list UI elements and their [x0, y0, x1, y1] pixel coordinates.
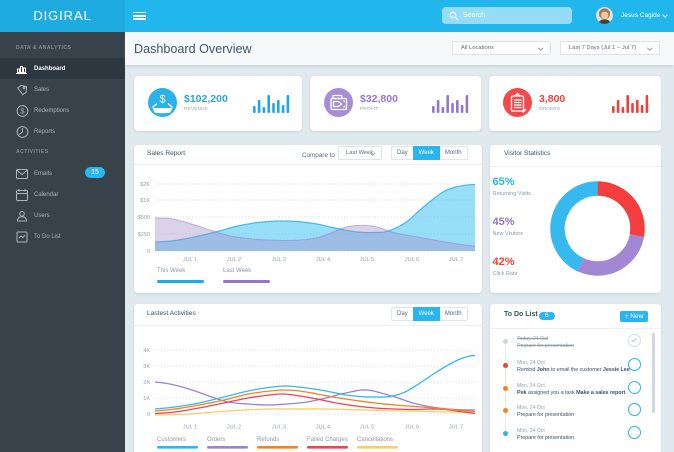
svg-text:$1K: $1K: [140, 198, 150, 204]
svg-text:$250: $250: [138, 232, 150, 238]
svg-text:$: $: [159, 93, 165, 105]
svg-text:JUL 3: JUL 3: [272, 257, 286, 263]
svg-text:3K: 3K: [143, 364, 150, 370]
svg-text:JUL 7: JUL 7: [449, 257, 463, 263]
svg-text:$2K: $2K: [140, 182, 150, 188]
svg-text:JUL 7: JUL 7: [449, 425, 463, 431]
svg-text:Refunds: Refunds: [257, 437, 279, 443]
svg-text:JUL 4: JUL 4: [316, 425, 330, 431]
svg-text:JUL 5: JUL 5: [360, 257, 374, 263]
svg-text:0: 0: [147, 412, 150, 418]
svg-text:Cancellations: Cancellations: [357, 437, 393, 443]
svg-text:JUL 1: JUL 1: [183, 257, 197, 263]
svg-text:JUL 3: JUL 3: [272, 425, 286, 431]
svg-text:1K: 1K: [143, 396, 150, 402]
svg-text:Customers: Customers: [157, 437, 186, 443]
svg-text:JUL 2: JUL 2: [227, 257, 241, 263]
svg-text:JUL 1: JUL 1: [183, 425, 197, 431]
svg-text:JUL 6: JUL 6: [405, 257, 419, 263]
svg-text:$500: $500: [138, 215, 150, 221]
svg-text:This Week: This Week: [157, 268, 186, 274]
svg-text:Failed Charges: Failed Charges: [307, 437, 348, 443]
svg-text:JUL 2: JUL 2: [227, 425, 241, 431]
svg-text:2K: 2K: [143, 380, 150, 386]
svg-text:JUL 6: JUL 6: [405, 425, 419, 431]
svg-text:Last Week: Last Week: [223, 268, 252, 274]
svg-text:0: 0: [147, 249, 150, 255]
svg-text:JUL 4: JUL 4: [316, 257, 330, 263]
svg-text:JUL 5: JUL 5: [360, 425, 374, 431]
svg-text:Orders: Orders: [207, 437, 225, 443]
svg-text:4K: 4K: [143, 348, 150, 354]
svg-text:$: $: [20, 106, 25, 115]
